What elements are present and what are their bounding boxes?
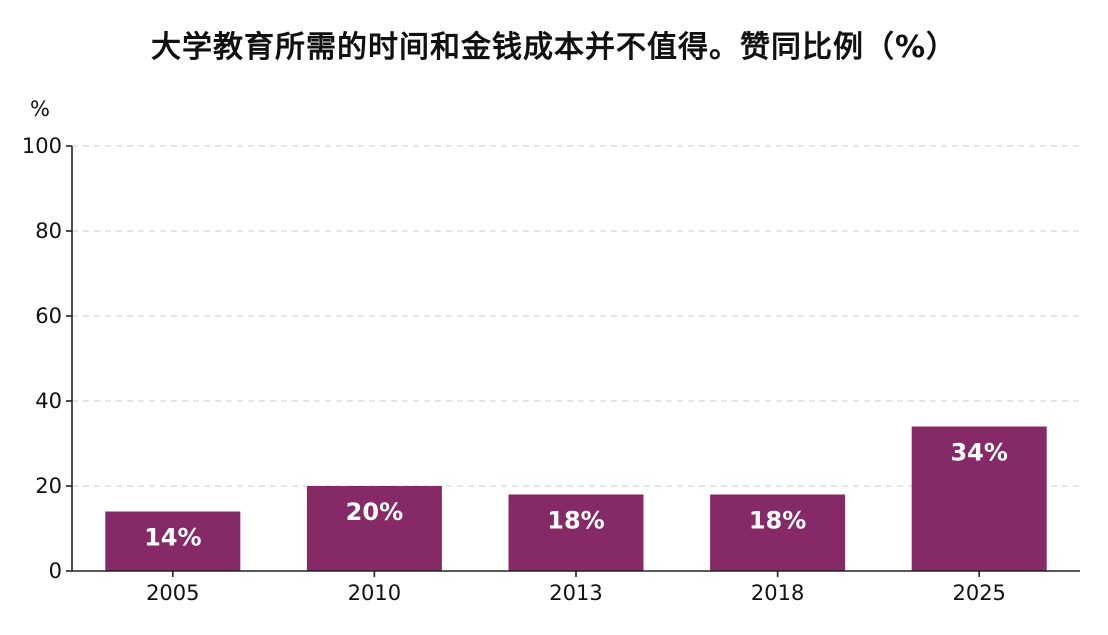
x-tick-label: 2025 (952, 581, 1005, 605)
x-tick-label: 2005 (146, 581, 199, 605)
y-axis-label: % (30, 97, 50, 121)
x-tick-label: 2010 (348, 581, 401, 605)
bar-value-label: 34% (950, 439, 1007, 467)
bar (105, 511, 241, 571)
bar (710, 494, 846, 571)
y-tick-label: 0 (49, 559, 62, 583)
bar-value-label: 18% (749, 507, 806, 535)
bar (508, 494, 644, 571)
chart-title: 大学教育所需的时间和金钱成本并不值得。赞同比例（%） (150, 30, 958, 65)
bar-value-label: 18% (547, 507, 604, 535)
y-tick-label: 40 (35, 389, 62, 413)
y-tick-label: 100 (22, 134, 62, 158)
x-tick-label: 2013 (549, 581, 602, 605)
y-tick-label: 60 (35, 304, 62, 328)
bar (911, 426, 1047, 571)
y-tick-label: 20 (35, 474, 62, 498)
bar-value-label: 20% (346, 498, 403, 526)
y-tick-label: 80 (35, 219, 62, 243)
bar-value-label: 14% (144, 524, 201, 552)
bar (306, 486, 442, 571)
x-tick-label: 2018 (751, 581, 804, 605)
